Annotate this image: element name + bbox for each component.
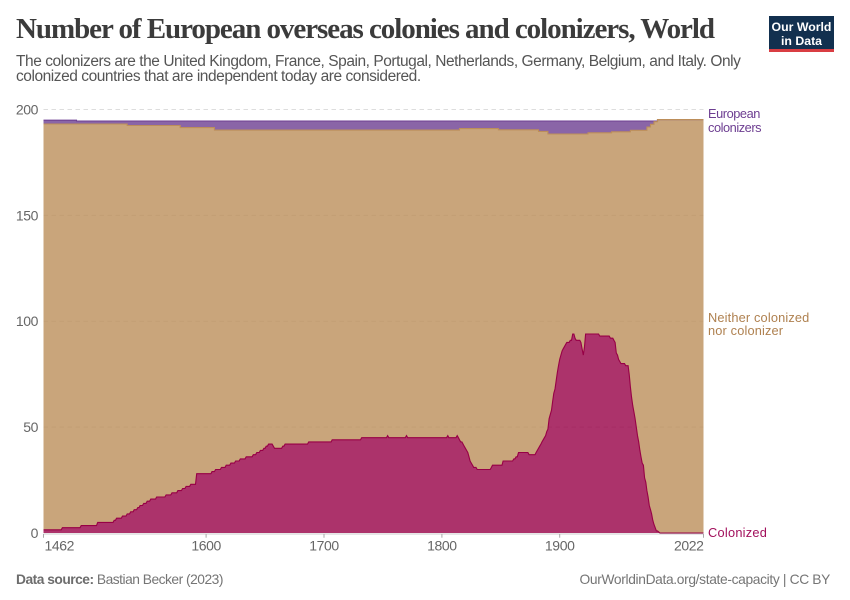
svg-text:150: 150 xyxy=(16,207,39,223)
svg-text:1700: 1700 xyxy=(309,538,339,554)
svg-text:2022: 2022 xyxy=(674,538,704,554)
svg-text:0: 0 xyxy=(31,525,39,541)
svg-text:200: 200 xyxy=(16,102,39,118)
svg-text:50: 50 xyxy=(23,419,38,435)
svg-text:1600: 1600 xyxy=(191,538,221,554)
svg-text:1800: 1800 xyxy=(427,538,457,554)
svg-text:1900: 1900 xyxy=(545,538,575,554)
svg-text:1462: 1462 xyxy=(45,538,75,554)
svg-text:100: 100 xyxy=(16,313,39,329)
